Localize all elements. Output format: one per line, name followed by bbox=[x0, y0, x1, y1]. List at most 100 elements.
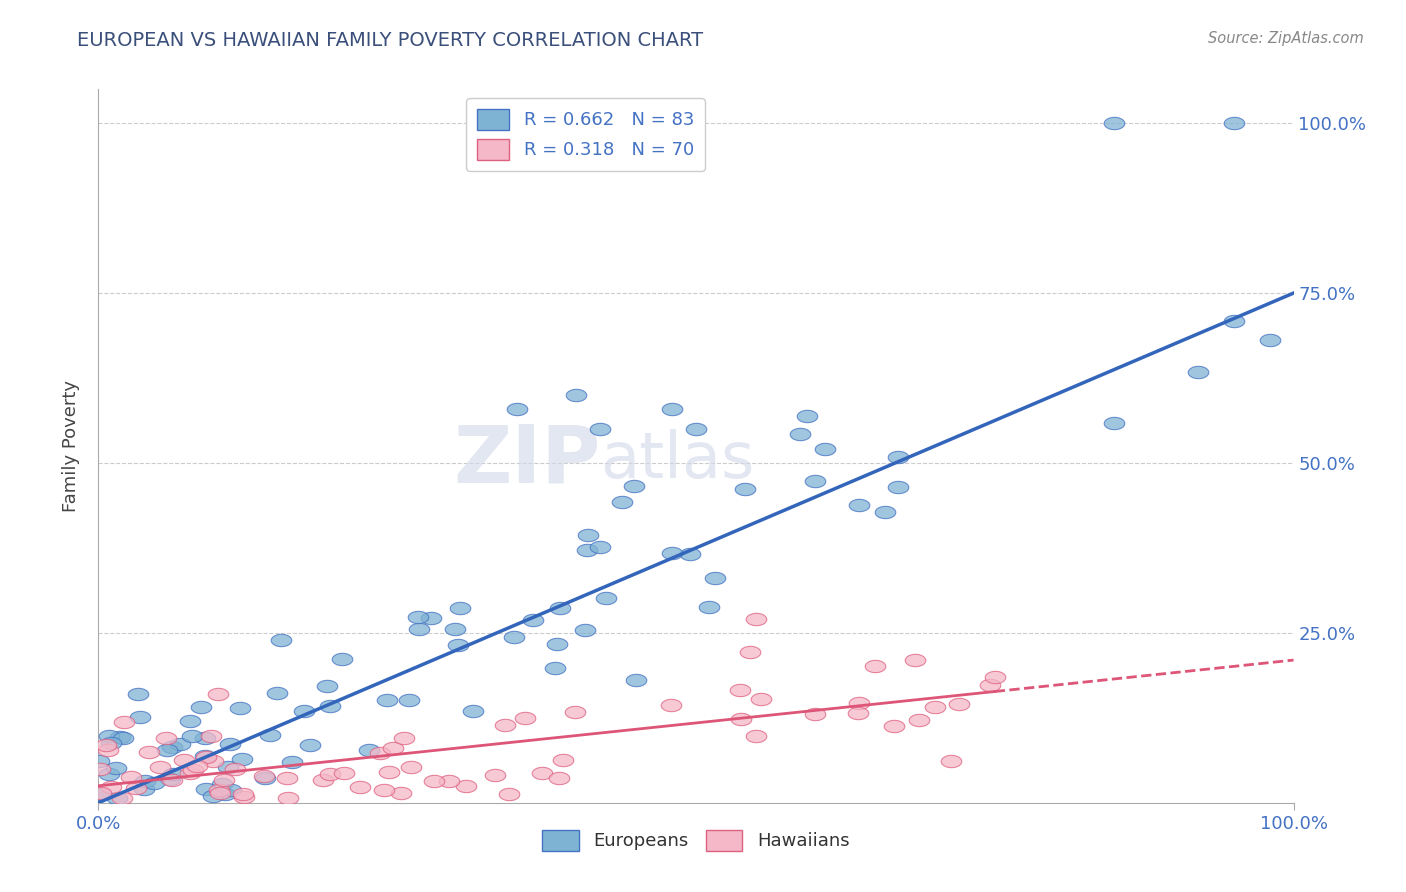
Point bbox=[697, 599, 720, 614]
Point bbox=[207, 687, 229, 701]
Point bbox=[661, 401, 683, 416]
Point bbox=[173, 753, 195, 767]
Point bbox=[200, 729, 222, 743]
Point bbox=[456, 779, 478, 793]
Point bbox=[522, 613, 544, 627]
Point bbox=[1223, 116, 1246, 130]
Point bbox=[575, 542, 598, 557]
Point bbox=[685, 422, 707, 436]
Text: atlas: atlas bbox=[600, 429, 755, 491]
Text: ZIP: ZIP bbox=[453, 421, 600, 500]
Point bbox=[865, 658, 887, 673]
Point bbox=[738, 645, 761, 659]
Point bbox=[498, 787, 520, 801]
Point bbox=[419, 611, 441, 625]
Point bbox=[595, 591, 617, 605]
Point bbox=[138, 745, 160, 759]
Point bbox=[87, 754, 110, 768]
Point bbox=[214, 787, 236, 801]
Point bbox=[111, 791, 134, 805]
Text: Source: ZipAtlas.com: Source: ZipAtlas.com bbox=[1208, 31, 1364, 46]
Point bbox=[846, 706, 869, 721]
Point bbox=[120, 770, 142, 784]
Point bbox=[179, 765, 201, 780]
Point bbox=[565, 388, 588, 402]
Point bbox=[316, 680, 339, 694]
Point bbox=[208, 786, 231, 800]
Point bbox=[276, 771, 298, 785]
Point bbox=[219, 737, 242, 751]
Point bbox=[111, 731, 134, 745]
Point bbox=[804, 706, 827, 721]
Point bbox=[208, 783, 231, 797]
Point bbox=[814, 442, 837, 457]
Point bbox=[194, 781, 217, 796]
Point bbox=[804, 474, 827, 488]
Point bbox=[134, 774, 156, 789]
Point bbox=[100, 780, 122, 794]
Point bbox=[502, 630, 524, 644]
Point bbox=[848, 498, 870, 512]
Point bbox=[202, 789, 225, 803]
Point bbox=[623, 479, 645, 493]
Point bbox=[373, 783, 395, 797]
Point bbox=[169, 738, 191, 752]
Point bbox=[734, 482, 756, 496]
Point bbox=[907, 713, 929, 727]
Point bbox=[659, 698, 682, 713]
Point bbox=[97, 742, 120, 756]
Point bbox=[1187, 365, 1209, 379]
Point bbox=[382, 740, 405, 755]
Point bbox=[679, 547, 702, 561]
Point bbox=[194, 748, 217, 763]
Point bbox=[392, 731, 415, 745]
Point bbox=[612, 495, 634, 509]
Point bbox=[530, 765, 553, 780]
Point bbox=[277, 791, 299, 805]
Point bbox=[190, 700, 212, 714]
Point bbox=[281, 756, 304, 770]
Point bbox=[132, 782, 155, 797]
Point bbox=[751, 692, 773, 706]
Point bbox=[548, 600, 571, 615]
Point bbox=[129, 710, 152, 724]
Point bbox=[875, 505, 897, 519]
Point bbox=[546, 637, 568, 651]
Point bbox=[422, 773, 444, 788]
Point bbox=[124, 780, 146, 795]
Legend: Europeans, Hawaiians: Europeans, Hawaiians bbox=[536, 822, 856, 858]
Point bbox=[368, 747, 391, 761]
Point bbox=[1104, 416, 1126, 430]
Point bbox=[89, 762, 111, 776]
Point bbox=[506, 401, 529, 416]
Point bbox=[195, 750, 218, 764]
Point bbox=[259, 728, 281, 742]
Point bbox=[904, 653, 927, 667]
Point bbox=[156, 742, 179, 756]
Point bbox=[90, 786, 112, 800]
Point bbox=[730, 712, 752, 726]
Point bbox=[149, 760, 172, 774]
Point bbox=[883, 719, 905, 733]
Point bbox=[110, 730, 132, 744]
Point bbox=[401, 760, 423, 774]
Point bbox=[155, 731, 177, 745]
Point bbox=[127, 687, 149, 701]
Point bbox=[349, 780, 371, 794]
Point bbox=[318, 698, 340, 713]
Point bbox=[513, 711, 536, 725]
Point bbox=[159, 772, 181, 787]
Point bbox=[97, 729, 120, 743]
Point bbox=[443, 622, 465, 636]
Point bbox=[186, 758, 208, 772]
Point bbox=[97, 767, 120, 781]
Point bbox=[160, 739, 183, 754]
Point bbox=[626, 673, 648, 688]
Point bbox=[270, 632, 292, 647]
Point bbox=[979, 678, 1001, 692]
Point bbox=[494, 718, 516, 732]
Point bbox=[162, 767, 184, 781]
Point bbox=[574, 623, 596, 637]
Point bbox=[212, 773, 235, 788]
Point bbox=[1104, 116, 1126, 130]
